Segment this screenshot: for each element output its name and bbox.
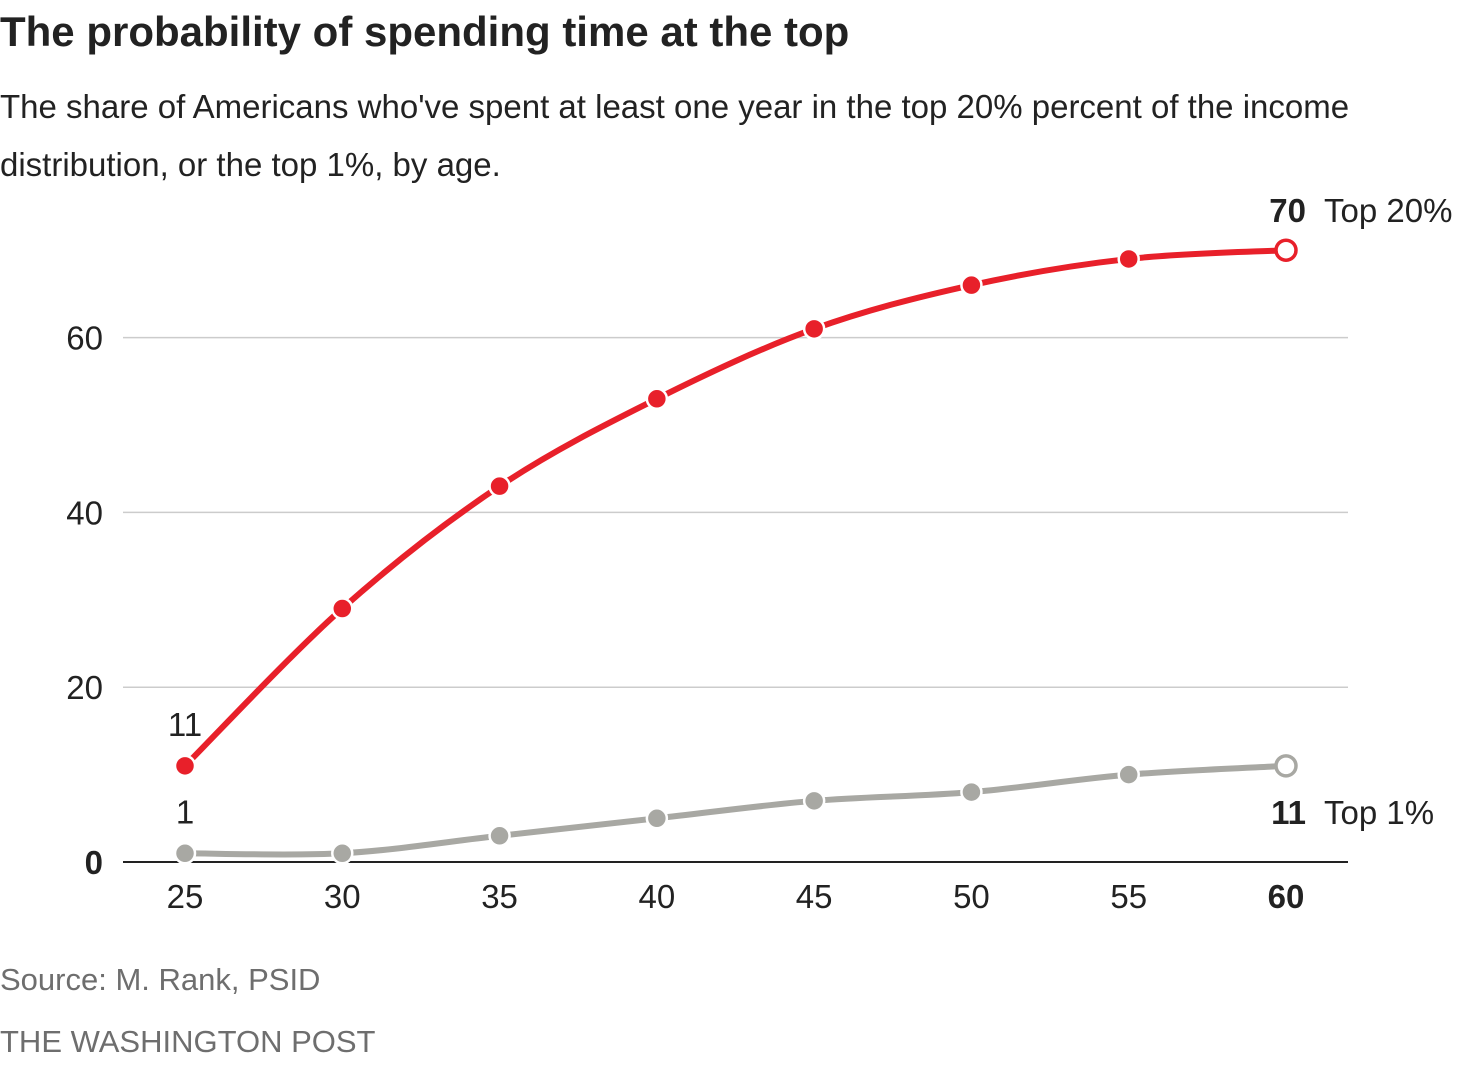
chart-title: The probability of spending time at the … [0, 8, 850, 55]
end-value-label: 70 [1269, 192, 1306, 229]
data-point-top-1 [1117, 763, 1140, 786]
series-line-top-1 [182, 762, 1289, 858]
start-value-label: 11 [168, 706, 202, 743]
data-point-top-20 [1274, 238, 1298, 262]
data-point-top-20 [488, 474, 511, 498]
series-lines [182, 247, 1289, 858]
x-tick-label: 50 [953, 878, 990, 915]
data-point-top-1 [1274, 754, 1298, 778]
data-point-top-1 [645, 807, 669, 830]
gridlines [123, 336, 1348, 863]
data-point-top-1 [488, 824, 511, 848]
data-point-top-20 [1117, 247, 1140, 271]
data-point-top-1 [960, 780, 983, 804]
data-point-top-1 [802, 789, 826, 813]
series-line-top-20 [182, 247, 1289, 769]
y-tick-label: 40 [66, 494, 103, 531]
series-name-label: Top 1% [1324, 794, 1434, 831]
x-tick-label: 60 [1268, 878, 1305, 915]
y-tick-label: 60 [66, 320, 103, 357]
y-tick-label: 20 [66, 669, 103, 706]
series-name-label: Top 20% [1324, 192, 1452, 229]
y-axis-ticks: 0 20 40 60 [66, 320, 103, 881]
data-point-top-20 [960, 273, 983, 297]
data-point-top-20 [173, 754, 197, 778]
x-axis-ticks: 25 30 35 40 45 50 55 60 [167, 878, 1305, 915]
end-value-label: 11 [1271, 794, 1306, 831]
data-point-top-20 [331, 597, 354, 620]
x-tick-label: 40 [638, 878, 675, 915]
x-tick-label: 25 [167, 878, 204, 915]
x-tick-label: 45 [796, 878, 833, 915]
source-note: Source: M. Rank, PSID [0, 962, 321, 997]
x-tick-label: 30 [324, 878, 361, 915]
data-point-top-1 [173, 842, 197, 865]
data-point-top-20 [802, 317, 826, 341]
chart-subtitle: The share of Americans who've spent at l… [0, 88, 1350, 183]
data-point-top-1 [331, 842, 354, 865]
data-point-top-20 [645, 387, 669, 411]
x-tick-label: 55 [1110, 878, 1147, 915]
series-points [173, 238, 1298, 865]
publisher-credit: THE WASHINGTON POST [0, 1024, 376, 1059]
start-value-label: 1 [176, 793, 194, 830]
y-tick-label: 0 [85, 844, 103, 881]
x-tick-label: 35 [481, 878, 518, 915]
